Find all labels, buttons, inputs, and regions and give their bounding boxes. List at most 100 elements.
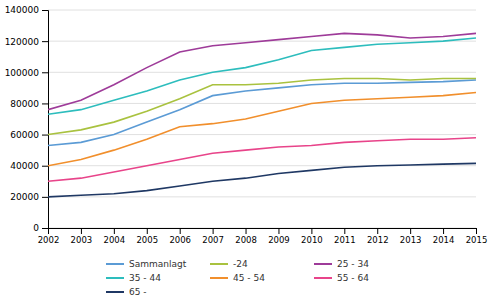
x-tick-label: 2008	[235, 235, 257, 245]
x-tick: 2002	[38, 228, 60, 245]
x-tick: 2009	[268, 228, 290, 245]
x-tick-label: 2014	[433, 235, 455, 245]
y-tick-label: 140000	[5, 5, 40, 15]
y-tick: 40000	[10, 161, 48, 171]
x-tick-label: 2007	[202, 235, 224, 245]
legend-item: 35 - 44	[106, 273, 161, 283]
x-tick: 2010	[301, 228, 323, 245]
y-tick-mark	[42, 10, 48, 11]
x-tick-mark	[81, 228, 82, 234]
legend-label: 65 -	[129, 287, 147, 297]
y-tick-mark	[42, 72, 48, 73]
legend-swatch	[314, 277, 332, 279]
grid	[48, 10, 476, 228]
y-tick-label: 0	[33, 223, 39, 233]
legend-label: 25 - 34	[337, 259, 369, 269]
y-tick: 120000	[5, 37, 48, 47]
lines	[48, 33, 476, 197]
x-tick-mark	[377, 228, 378, 234]
series-line	[48, 138, 476, 182]
series-line	[48, 79, 476, 135]
legend-label: 35 - 44	[129, 273, 161, 283]
y-tick-label: 20000	[10, 192, 39, 202]
grid-line	[48, 196, 476, 197]
y-tick-mark	[42, 166, 48, 167]
x-tick-label: 2010	[301, 235, 323, 245]
legend-item: Sammanlagt	[106, 259, 187, 269]
x-tick-mark	[311, 228, 312, 234]
x-tick: 2004	[104, 228, 126, 245]
x-tick: 2013	[400, 228, 422, 245]
y-tick-mark	[42, 103, 48, 104]
x-tick-mark	[278, 228, 279, 234]
x-tick: 2003	[71, 228, 93, 245]
y-tick: 60000	[10, 130, 48, 140]
y-tick: 0	[33, 223, 48, 233]
legend-label: Sammanlagt	[129, 259, 187, 269]
legend-item: 65 -	[106, 287, 147, 297]
series-line	[48, 33, 476, 109]
x-tick-mark	[147, 228, 148, 234]
x-tick: 2011	[334, 228, 356, 245]
y-tick-label: 40000	[10, 161, 39, 171]
y-tick-mark	[42, 197, 48, 198]
y-tick: 20000	[10, 192, 48, 202]
y-tick-label: 100000	[5, 68, 40, 78]
x-tick-label: 2003	[71, 235, 93, 245]
legend-swatch	[210, 277, 228, 279]
legend-item: 45 - 54	[210, 273, 265, 283]
x-tick-label: 2005	[136, 235, 158, 245]
x-tick: 2005	[136, 228, 158, 245]
legend-swatch	[106, 291, 124, 293]
legend-label: 55 - 64	[337, 273, 369, 283]
y-tick-label: 80000	[10, 99, 39, 109]
legend-item: 55 - 64	[314, 273, 369, 283]
x-tick-label: 2004	[104, 235, 126, 245]
x-tick-label: 2013	[400, 235, 422, 245]
x-tick-label: 2015	[466, 235, 488, 245]
legend-swatch	[106, 263, 124, 265]
x-tick-mark	[410, 228, 411, 234]
series-line	[48, 93, 476, 166]
x-tick: 2007	[202, 228, 224, 245]
legend-item: 25 - 34	[314, 259, 369, 269]
y-tick-mark	[42, 41, 48, 42]
y-tick: 100000	[5, 68, 48, 78]
x-tick: 2012	[367, 228, 389, 245]
x-tick: 2006	[169, 228, 191, 245]
x-axis-line	[49, 229, 477, 235]
x-tick-mark	[476, 228, 477, 234]
plot: 0 20000 40000 60000 80000 100000 120000 140000 2…	[5, 5, 488, 245]
legend-item: -24	[210, 259, 248, 269]
legend-swatch	[210, 263, 228, 265]
x-tick: 2015	[466, 228, 488, 245]
y-tick: 80000	[10, 99, 48, 109]
x-tick-label: 2006	[169, 235, 191, 245]
legend-label: 45 - 54	[233, 273, 265, 283]
y-tick-mark	[42, 135, 48, 136]
y-tick-label: 60000	[10, 130, 39, 140]
x-axis: 2002 2003 2004 2005 2006 2007 2008 2009 2010 2011…	[38, 228, 488, 245]
x-tick-mark	[48, 228, 49, 234]
y-axis-line	[42, 11, 49, 229]
x-tick-mark	[246, 228, 247, 234]
legend-label: -24	[233, 259, 248, 269]
legend-swatch	[314, 263, 332, 265]
grid-line	[48, 10, 476, 11]
x-tick: 2008	[235, 228, 257, 245]
series-line	[48, 163, 476, 196]
grid-line	[48, 103, 476, 104]
x-tick-mark	[443, 228, 444, 234]
x-tick-label: 2012	[367, 235, 389, 245]
legend-swatch	[106, 277, 124, 279]
x-tick-mark	[114, 228, 115, 234]
y-axis: 0 20000 40000 60000 80000 100000 120000 140000	[5, 5, 49, 233]
series-line	[48, 38, 476, 114]
x-tick-mark	[344, 228, 345, 234]
x-tick-label: 2009	[268, 235, 290, 245]
x-tick-mark	[180, 228, 181, 234]
x-tick: 2014	[433, 228, 455, 245]
grid-line	[48, 72, 476, 73]
x-tick-mark	[213, 228, 214, 234]
y-tick: 140000	[5, 5, 48, 15]
